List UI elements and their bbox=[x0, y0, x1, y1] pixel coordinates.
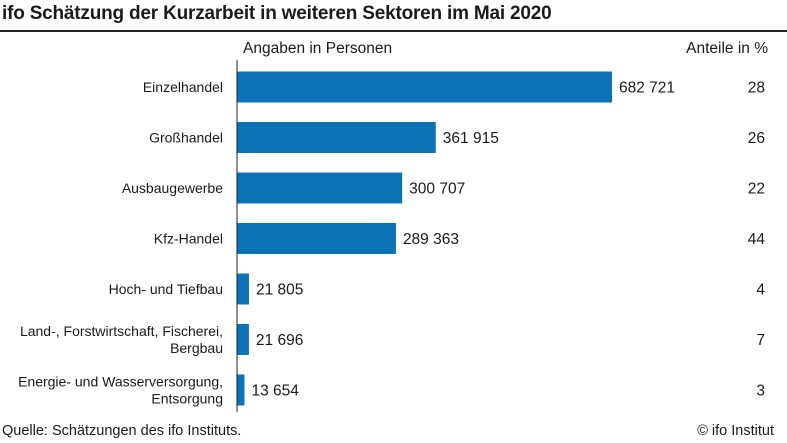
share-label: 26 bbox=[748, 130, 765, 147]
copyright-note: © ifo Institut bbox=[697, 423, 774, 439]
title-rule bbox=[0, 30, 787, 32]
share-label: 7 bbox=[756, 332, 765, 349]
category-label: Großhandel bbox=[149, 130, 223, 146]
category-label: Land-, Forstwirtschaft, Fischerei, bbox=[20, 323, 223, 339]
source-note: Quelle: Schätzungen des ifo Instituts. bbox=[2, 423, 242, 439]
shares-column-header: Anteile in % bbox=[686, 40, 768, 57]
share-label: 4 bbox=[756, 282, 765, 299]
category-label: Bergbau bbox=[170, 340, 223, 356]
chart-title: ifo Schätzung der Kurzarbeit in weiteren… bbox=[2, 3, 552, 24]
value-label: 361 915 bbox=[443, 130, 499, 147]
bar bbox=[237, 172, 403, 204]
value-label: 21 696 bbox=[256, 332, 303, 349]
value-label: 13 654 bbox=[251, 383, 299, 400]
bar bbox=[237, 71, 612, 103]
category-label: Energie- und Wasserversorgung, bbox=[18, 374, 223, 390]
value-label: 300 707 bbox=[409, 181, 465, 198]
bar bbox=[237, 374, 245, 406]
values-column-header: Angaben in Personen bbox=[243, 40, 393, 57]
bar bbox=[237, 324, 249, 355]
bar bbox=[237, 122, 436, 153]
category-label: Entsorgung bbox=[151, 391, 223, 407]
value-label: 289 363 bbox=[403, 231, 459, 248]
share-label: 3 bbox=[756, 383, 765, 400]
bar bbox=[237, 223, 396, 254]
bar bbox=[237, 273, 249, 305]
share-label: 22 bbox=[748, 181, 765, 198]
value-label: 682 721 bbox=[619, 80, 675, 97]
share-label: 44 bbox=[748, 231, 766, 248]
category-label: Ausbaugewerbe bbox=[122, 180, 223, 196]
share-label: 28 bbox=[748, 80, 765, 97]
category-label: Einzelhandel bbox=[143, 79, 223, 95]
category-label: Kfz-Handel bbox=[154, 231, 223, 247]
bar-chart: 682 721 28 Einzelhandel 361 915 26 Großhandel… bbox=[18, 60, 766, 412]
value-label: 21 805 bbox=[256, 282, 303, 299]
category-label: Hoch- und Tiefbau bbox=[109, 281, 223, 297]
